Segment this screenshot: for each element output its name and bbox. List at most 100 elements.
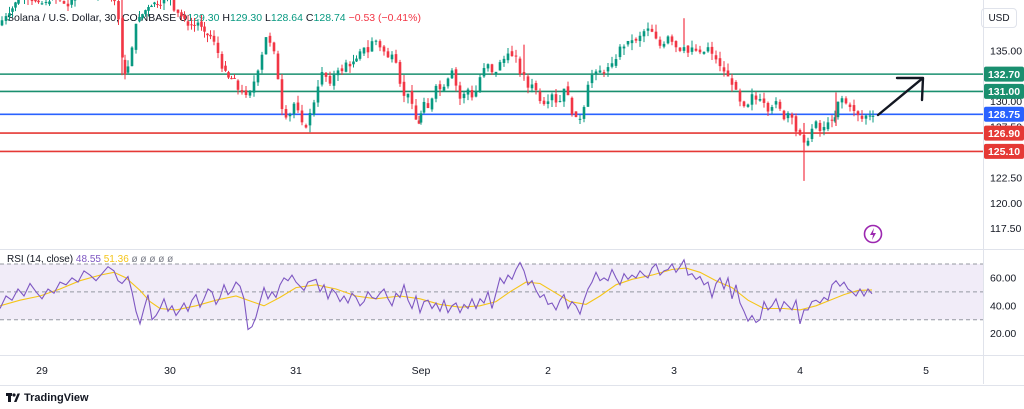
currency-button[interactable]: USD [981, 8, 1017, 28]
candle-body [402, 81, 406, 96]
rsi-tick-label: 20.00 [990, 328, 1016, 340]
candle-body [406, 93, 410, 98]
candle-body [542, 100, 546, 105]
candle-body [758, 98, 762, 101]
candle-body [206, 33, 209, 36]
candle-body [280, 79, 284, 110]
tradingview-logo[interactable]: TradingView [6, 392, 89, 404]
candle-body [698, 49, 702, 53]
candle-body [348, 63, 352, 67]
level-label: 132.70 [988, 69, 1020, 81]
candle-body [153, 2, 156, 5]
trend-arrow-head [895, 76, 925, 102]
candle-body [478, 77, 482, 92]
candle-body [642, 31, 646, 37]
level-label: 126.90 [988, 128, 1020, 140]
candle-body [366, 47, 370, 53]
candle-body [826, 122, 830, 130]
candle-body [147, 7, 150, 11]
candle-body [794, 116, 798, 132]
high-label: H [222, 12, 230, 24]
trend-arrow-line [876, 78, 923, 117]
candle-body [320, 72, 324, 85]
candle-body [276, 53, 280, 80]
candle-body [0, 20, 4, 26]
time-tick-label: Sep [412, 365, 431, 377]
price-tick-label: 122.50 [990, 172, 1022, 184]
candle-body [606, 67, 610, 72]
candle-body [414, 105, 418, 120]
candle-body [510, 51, 514, 57]
candle-body [236, 80, 240, 90]
candle-body [113, 0, 116, 2]
candle-body [11, 8, 14, 12]
rsi-label: RSI (14, close) [7, 254, 74, 265]
time-tick-label: 2 [545, 365, 551, 377]
low-label: L [265, 12, 271, 24]
candle-body [686, 45, 690, 53]
candle-body [710, 46, 714, 54]
candle-body [256, 70, 260, 83]
candle-body [382, 46, 386, 52]
candle-body [312, 102, 316, 115]
candle-body [610, 63, 614, 67]
candle-body [746, 104, 750, 107]
low-value: 128.64 [270, 12, 303, 24]
level-label: 131.00 [988, 86, 1020, 98]
time-tick-label: 30 [164, 365, 176, 377]
candle-body [150, 5, 153, 8]
candle-body [123, 59, 127, 75]
candle-body [193, 24, 196, 26]
candle-body [586, 84, 590, 107]
candle-body [706, 47, 710, 52]
rsi-tick-label: 60.00 [990, 272, 1016, 284]
candle-body [718, 58, 722, 67]
level-label-box [984, 66, 1024, 82]
candle-body [848, 104, 852, 107]
candle-body [344, 62, 348, 72]
candle-body [582, 107, 586, 119]
candle-body [394, 54, 398, 63]
candle-body [37, 0, 40, 3]
candle-body [790, 114, 794, 118]
candle-body [324, 72, 328, 77]
candle-body [144, 10, 147, 15]
candle-body [224, 65, 227, 71]
candle-body [554, 94, 558, 103]
candle-body [506, 53, 510, 61]
candle-body [714, 55, 718, 60]
candle-body [762, 98, 766, 103]
candle-body [833, 117, 837, 122]
candle-body [419, 113, 423, 123]
candle-body [871, 115, 875, 117]
level-label-box [984, 125, 1024, 141]
candle-body [594, 71, 598, 74]
candle-body [126, 66, 130, 73]
candle-body [514, 55, 518, 57]
candle-body [526, 76, 530, 88]
candle-body [17, 0, 20, 4]
candle-body [502, 58, 506, 63]
candle-body [852, 105, 856, 111]
candle-body [614, 59, 618, 66]
candle-body [562, 88, 566, 102]
candle-body [454, 69, 458, 86]
candle-body [130, 47, 134, 67]
candle-body [634, 38, 638, 41]
candle-body [738, 90, 742, 102]
candle-body [678, 47, 682, 51]
rsi-extra-values: ø ø ø ø ø [131, 254, 174, 265]
candle-body [252, 81, 256, 93]
candle-body [66, 3, 70, 7]
candle-body [296, 102, 300, 111]
candle-body [766, 102, 770, 112]
candle-body [466, 89, 470, 95]
candle-body [626, 40, 630, 45]
candle-body [340, 68, 344, 72]
candle-body [734, 81, 738, 90]
candle-body [398, 62, 402, 84]
candle-body [264, 37, 268, 55]
candle-body [702, 51, 706, 54]
lightning-icon[interactable] [863, 224, 883, 249]
